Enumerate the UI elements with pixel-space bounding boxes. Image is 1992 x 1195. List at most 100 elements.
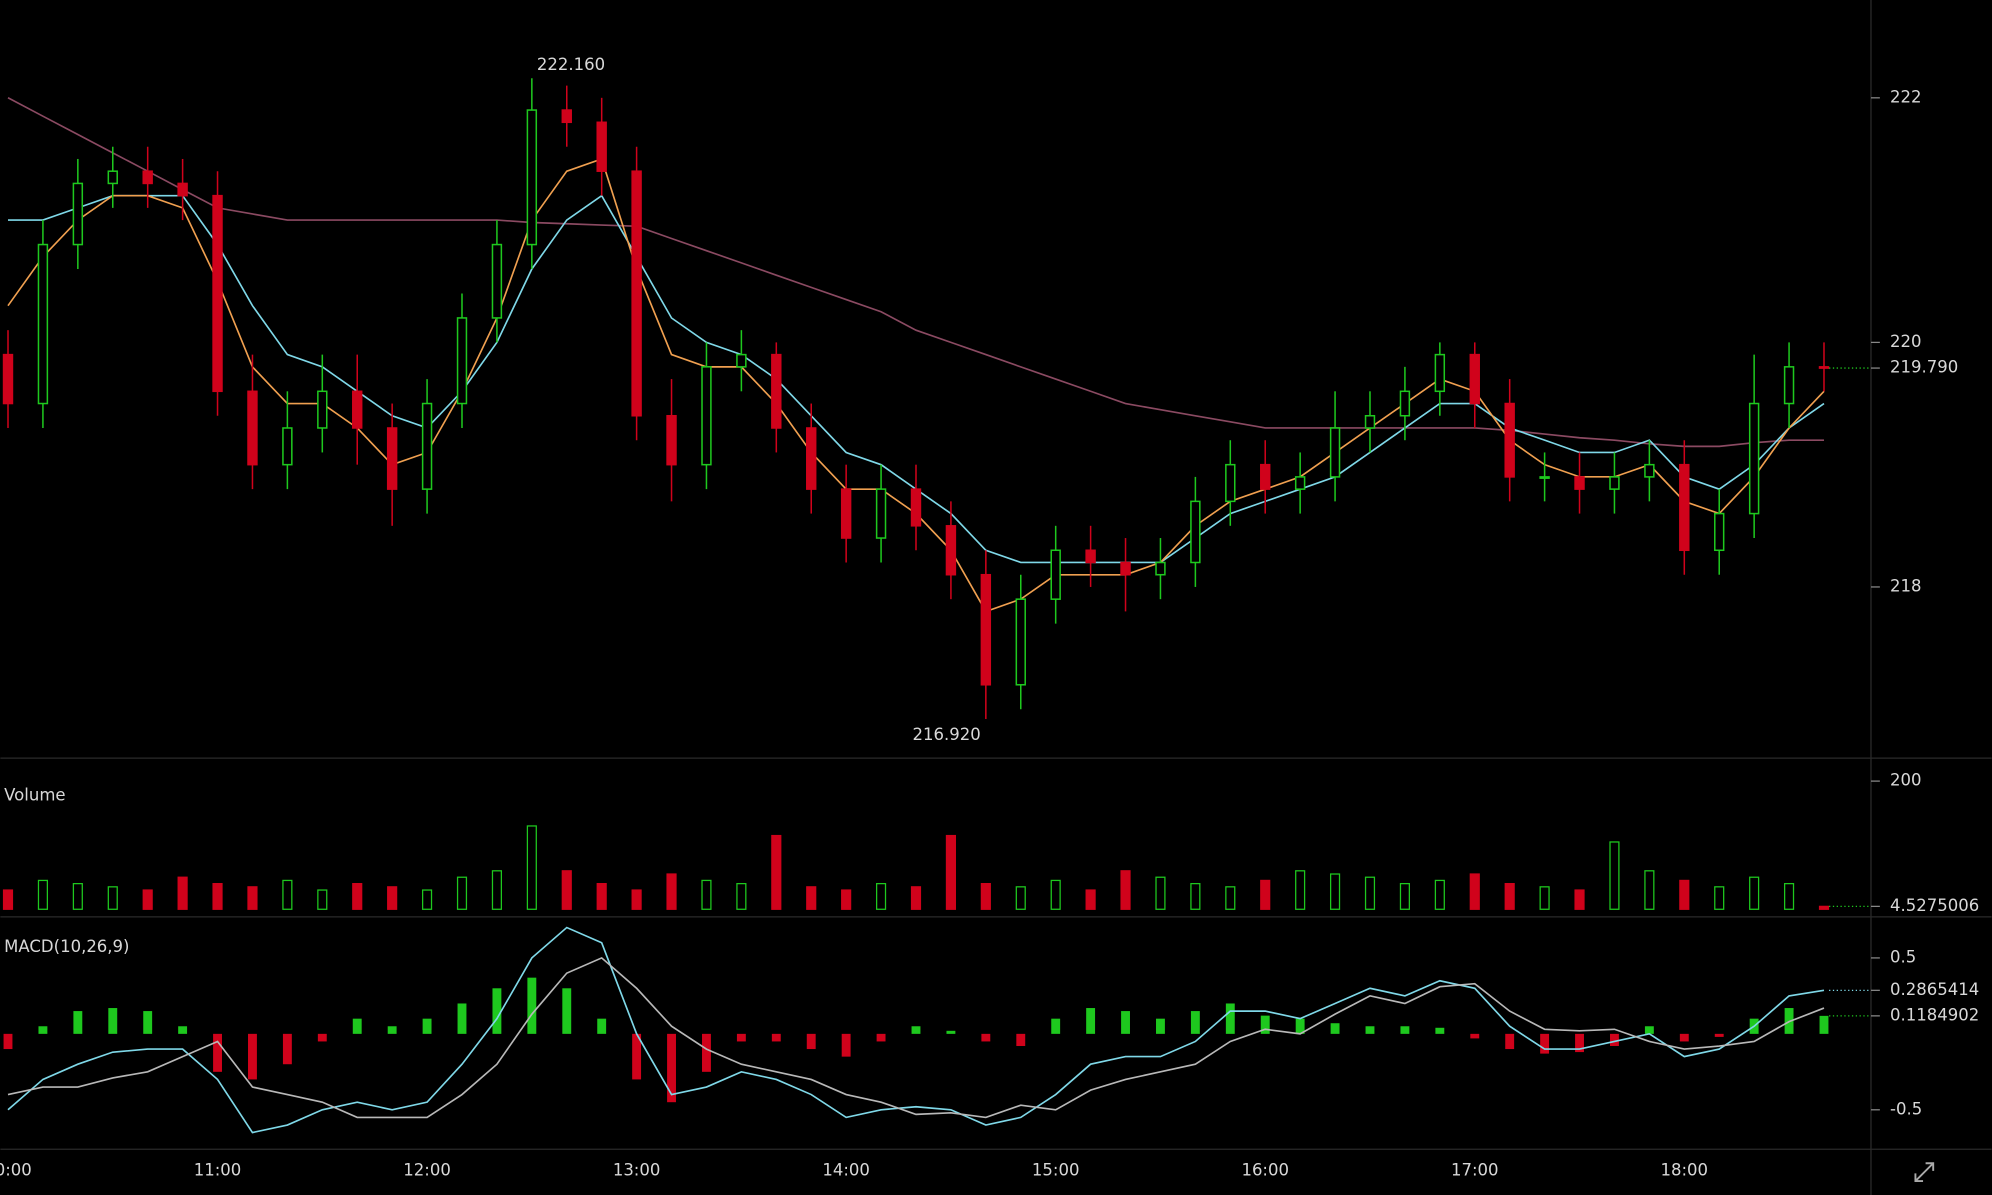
x-tick-label: 18:00 bbox=[1661, 1160, 1709, 1179]
volume-bar bbox=[1225, 886, 1236, 910]
volume-bar bbox=[107, 886, 118, 910]
candle-body bbox=[491, 243, 503, 319]
histogram-bar bbox=[178, 1026, 188, 1034]
x-tick-label: 10:00 bbox=[0, 1160, 32, 1179]
volume-bar bbox=[1399, 882, 1410, 910]
volume-bar bbox=[1818, 905, 1830, 910]
candle-body bbox=[352, 390, 363, 429]
histogram-bar bbox=[248, 1033, 257, 1080]
histogram-bar bbox=[108, 1008, 118, 1034]
volume-bar bbox=[212, 882, 223, 910]
histogram-bar bbox=[1051, 1018, 1061, 1034]
macd-line bbox=[7, 956, 1825, 1119]
volume-bar bbox=[2, 889, 14, 910]
histogram-bar bbox=[1330, 1023, 1340, 1034]
histogram-bar bbox=[702, 1033, 711, 1072]
histogram-bar bbox=[946, 1030, 956, 1034]
histogram-bar bbox=[1714, 1033, 1724, 1037]
x-tick-label: 17:00 bbox=[1451, 1160, 1499, 1179]
histogram-bar bbox=[632, 1033, 642, 1080]
volume-bar bbox=[1364, 876, 1376, 910]
candle-body bbox=[875, 488, 887, 539]
volume-bar bbox=[1749, 876, 1760, 910]
histogram-bar bbox=[876, 1033, 886, 1042]
candle-body bbox=[1190, 500, 1201, 564]
volume-bar bbox=[1120, 870, 1131, 910]
volume-bar bbox=[666, 873, 677, 910]
volume-bar bbox=[841, 889, 852, 910]
volume-bar bbox=[247, 886, 258, 910]
histogram-bar bbox=[981, 1033, 991, 1042]
histogram-bar bbox=[911, 1026, 921, 1034]
candle-body bbox=[840, 488, 852, 539]
y-tick-label: 220 bbox=[1890, 332, 1922, 351]
histogram-bar bbox=[562, 988, 572, 1034]
y-tick-label: -0.5 bbox=[1890, 1099, 1922, 1118]
last-value-label: 4.5275006 bbox=[1890, 896, 1979, 915]
expand-icon[interactable] bbox=[1914, 1162, 1935, 1182]
histogram-bar bbox=[1435, 1027, 1445, 1034]
histogram-bar bbox=[317, 1033, 327, 1042]
volume-bar bbox=[1190, 882, 1201, 910]
volume-bar bbox=[317, 889, 328, 910]
histogram-bar bbox=[1400, 1026, 1410, 1034]
candle-body bbox=[1644, 463, 1655, 478]
candle-body bbox=[1015, 598, 1026, 686]
histogram-bar bbox=[422, 1018, 432, 1034]
volume-bar bbox=[910, 886, 922, 910]
candle-body bbox=[1504, 402, 1515, 478]
x-tick-label: 16:00 bbox=[1241, 1160, 1289, 1179]
candle-body bbox=[771, 353, 782, 429]
histogram-bar bbox=[3, 1033, 13, 1050]
candle-body bbox=[72, 182, 84, 246]
y-tick-label: 218 bbox=[1890, 576, 1922, 595]
expand-arrows[interactable] bbox=[1914, 1162, 1935, 1182]
volume-bar bbox=[980, 882, 991, 910]
volume-bar bbox=[631, 889, 642, 910]
histogram-bar bbox=[352, 1018, 362, 1034]
candle-body bbox=[666, 414, 677, 466]
candle-body bbox=[1294, 476, 1306, 490]
volume-bar bbox=[177, 876, 188, 910]
candle-body bbox=[1050, 549, 1061, 600]
candle-body bbox=[1574, 476, 1585, 490]
histogram-bar bbox=[667, 1033, 676, 1103]
candle-body bbox=[1714, 512, 1725, 552]
histogram-bar bbox=[1644, 1026, 1654, 1034]
histogram-bar bbox=[73, 1011, 83, 1034]
histogram-bar bbox=[38, 1026, 48, 1034]
volume-bar bbox=[561, 870, 572, 910]
volume-bar bbox=[1050, 879, 1061, 910]
x-tick-label: 15:00 bbox=[1032, 1160, 1080, 1179]
candle-body bbox=[701, 366, 712, 466]
volume-bar bbox=[142, 889, 153, 910]
x-tick-label: 14:00 bbox=[822, 1160, 870, 1179]
histogram-bar bbox=[1086, 1008, 1096, 1034]
candle-body bbox=[1364, 414, 1376, 429]
volume-bar bbox=[875, 882, 887, 910]
volume-bar bbox=[352, 882, 363, 910]
volume-bar bbox=[1783, 882, 1795, 910]
histogram-bar bbox=[1121, 1011, 1130, 1034]
last-value-label: 0.2865414 bbox=[1890, 980, 1979, 999]
candle-body bbox=[1748, 402, 1760, 515]
candle-body bbox=[1120, 561, 1131, 576]
volume-bar bbox=[736, 882, 747, 910]
y-tick-label: 0.5 bbox=[1890, 947, 1916, 966]
candle-body bbox=[596, 121, 607, 172]
volume-bar bbox=[1644, 870, 1655, 910]
histogram-bar bbox=[771, 1033, 781, 1042]
volume-bar bbox=[491, 870, 502, 910]
volume-bar bbox=[1434, 879, 1445, 910]
candle-body bbox=[910, 488, 922, 527]
panel-title: Volume bbox=[4, 786, 65, 805]
candle-body bbox=[945, 525, 957, 576]
candle-body bbox=[282, 427, 293, 466]
volume-bar bbox=[701, 879, 712, 910]
volume-bar bbox=[945, 834, 956, 910]
volume-bar bbox=[456, 876, 468, 910]
volume-bar bbox=[37, 879, 49, 910]
candle-body bbox=[212, 194, 223, 393]
volume-bar bbox=[387, 886, 398, 910]
x-tick-label: 11:00 bbox=[194, 1160, 242, 1179]
